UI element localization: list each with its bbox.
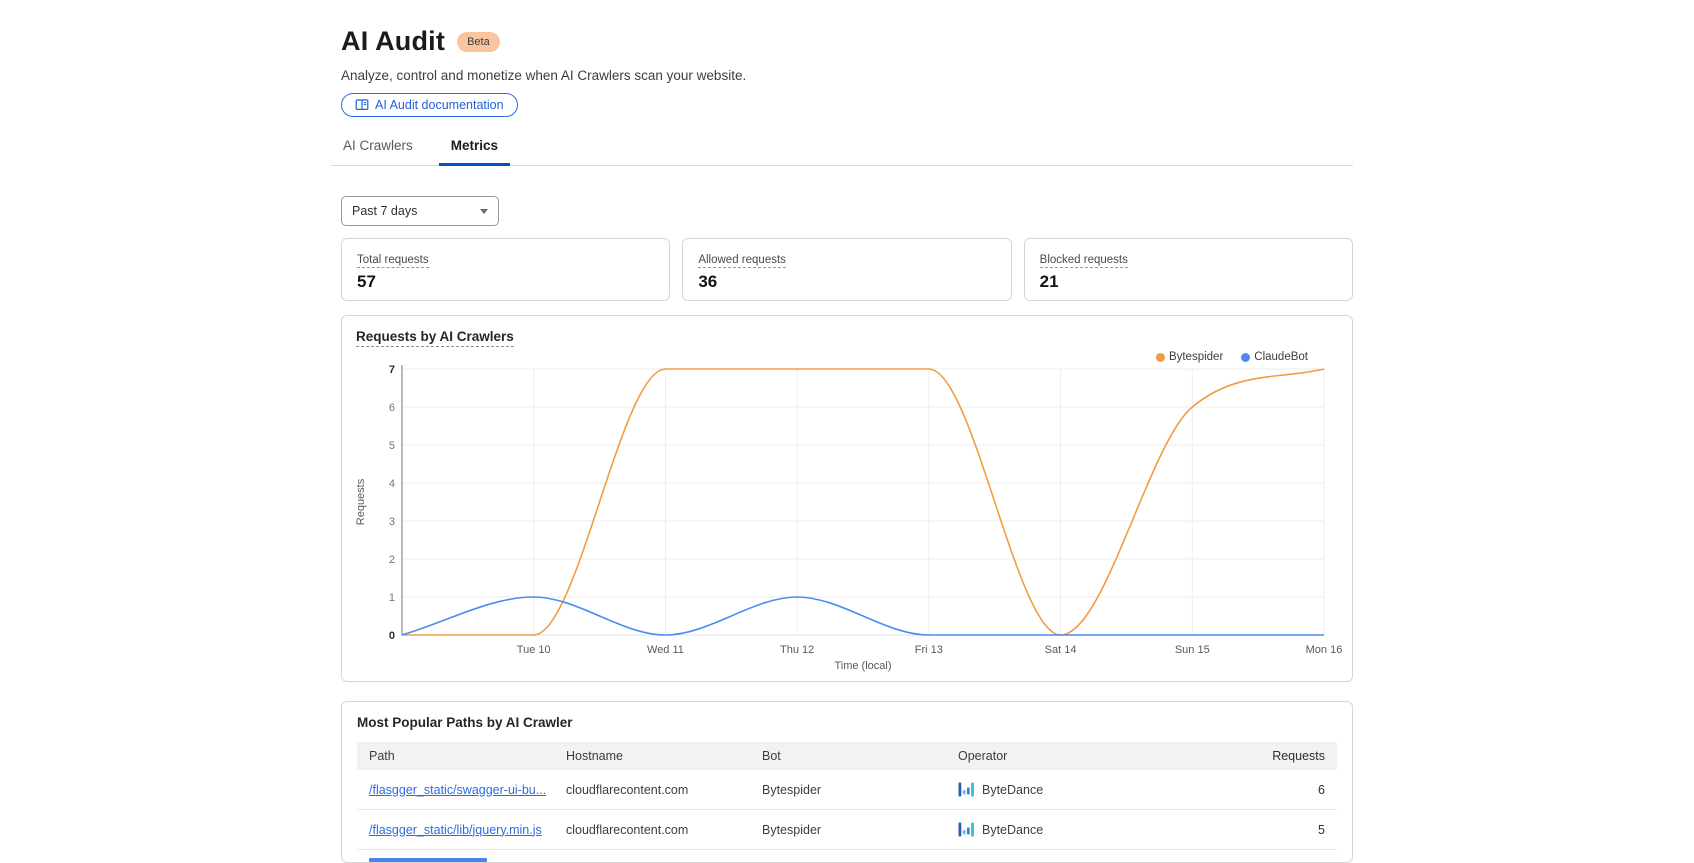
table-row: /flasgger_static/lib/jquery.min.js cloudf…	[357, 810, 1337, 850]
requests-chart-card: Requests by AI Crawlers Bytespider Claude…	[341, 315, 1353, 682]
stat-cards: Total requests 57 Allowed requests 36 Bl…	[341, 238, 1353, 301]
svg-text:Sat 14: Sat 14	[1045, 644, 1077, 656]
svg-text:6: 6	[389, 402, 395, 414]
series-line-bytespider	[402, 368, 1325, 636]
legend-label: ClaudeBot	[1254, 351, 1308, 363]
bytedance-logo-icon	[958, 822, 974, 837]
legend-label: Bytespider	[1168, 351, 1224, 363]
tab-ai-crawlers[interactable]: AI Crawlers	[343, 138, 413, 153]
series-line-claudebot	[401, 596, 1324, 636]
legend-dot-icon	[1241, 352, 1251, 362]
partial-row-link-fragment[interactable]	[369, 858, 487, 862]
svg-text:Fri 13: Fri 13	[915, 644, 943, 656]
ai-audit-documentation-button[interactable]: AI Audit documentation	[341, 93, 518, 117]
stat-value-allowed: 36	[698, 272, 718, 291]
popular-paths-card: Most Popular Paths by AI Crawler Path Ho…	[341, 701, 1353, 863]
col-header-path: Path	[369, 749, 395, 763]
stat-label-blocked: Blocked requests	[1039, 254, 1128, 268]
svg-text:Thu 12: Thu 12	[780, 644, 814, 656]
svg-text:0: 0	[389, 630, 395, 642]
table-body: /flasgger_static/swagger-ui-bu...cloudfl…	[357, 770, 1337, 862]
svg-text:1: 1	[389, 592, 395, 604]
stat-value-blocked: 21	[1039, 272, 1059, 291]
col-header-operator: Operator	[958, 749, 1008, 763]
hostname-cell: cloudflarecontent.com	[566, 782, 689, 797]
svg-text:Wed 11: Wed 11	[647, 644, 684, 656]
chart-legend: Bytespider ClaudeBot	[356, 349, 1308, 365]
svg-text:3: 3	[389, 516, 395, 528]
chart-title: Requests by AI Crawlers	[356, 329, 514, 347]
svg-text:Sun 15: Sun 15	[1175, 644, 1210, 656]
time-range-select[interactable]: Past 7 days	[341, 196, 499, 226]
stat-label-allowed: Allowed requests	[698, 254, 786, 268]
stat-card-total: Total requests 57	[341, 238, 671, 301]
col-header-requests: Requests	[1272, 749, 1325, 763]
operator-label: ByteDance	[982, 782, 1044, 797]
svg-text:Time (local): Time (local)	[834, 660, 891, 672]
tab-metrics[interactable]: Metrics	[438, 138, 511, 166]
table-header-row: Path Hostname Bot Operator Requests	[357, 742, 1337, 770]
requests-cell: 5	[1318, 822, 1325, 837]
operator-cell: ByteDance	[946, 782, 1247, 797]
operator-cell: ByteDance	[946, 822, 1247, 837]
stat-card-blocked: Blocked requests 21	[1023, 238, 1353, 301]
stat-label-total: Total requests	[357, 254, 429, 268]
path-link[interactable]: /flasgger_static/swagger-ui-bu...	[369, 782, 547, 797]
svg-text:7: 7	[389, 364, 395, 376]
legend-item-claudebot: ClaudeBot	[1241, 351, 1308, 363]
time-range-value: Past 7 days	[352, 204, 418, 218]
bot-cell: Bytespider	[762, 822, 822, 837]
bytedance-logo-icon	[958, 782, 974, 797]
bot-cell: Bytespider	[762, 782, 822, 797]
popular-paths-table: Path Hostname Bot Operator Requests /fla…	[357, 742, 1337, 862]
main-content: AI Audit Beta Analyze, control and monet…	[331, 0, 1353, 863]
doc-button-label: AI Audit documentation	[375, 98, 504, 112]
page-subtitle: Analyze, control and monetize when AI Cr…	[341, 68, 747, 83]
page-title: AI Audit	[341, 26, 446, 56]
stat-value-total: 57	[357, 272, 376, 291]
operator-label: ByteDance	[982, 822, 1044, 837]
beta-badge: Beta	[457, 31, 500, 52]
book-icon	[355, 98, 369, 112]
page-header: AI Audit Beta	[341, 26, 1353, 57]
table-title: Most Popular Paths by AI Crawler	[357, 715, 573, 730]
col-header-bot: Bot	[762, 749, 781, 763]
tab-bar: AI Crawlers Metrics	[331, 138, 1353, 166]
chevron-down-icon	[480, 208, 488, 214]
requests-chart-svg: 0 1 2 3 4 5 6 7 Tue 10 Wed 11 Thu 12 Fri 13 Sat 14 Su…	[355, 364, 1342, 672]
requests-chart[interactable]: 0 1 2 3 4 5 6 7 Tue 10 Wed 11 Thu 12 Fri 13 Sat 14 Su…	[355, 364, 1342, 675]
svg-text:Tue 10: Tue 10	[517, 644, 551, 656]
path-link[interactable]: /flasgger_static/lib/jquery.min.js	[369, 822, 542, 837]
svg-text:5: 5	[389, 440, 395, 452]
requests-cell: 6	[1318, 782, 1325, 797]
hostname-cell: cloudflarecontent.com	[566, 822, 689, 837]
col-header-hostname: Hostname	[566, 749, 623, 763]
legend-item-bytespider: Bytespider	[1155, 351, 1224, 363]
legend-dot-icon	[1155, 352, 1165, 362]
svg-text:Mon 16: Mon 16	[1306, 644, 1343, 656]
table-row: /flasgger_static/swagger-ui-bu... cloudfl…	[357, 770, 1337, 810]
svg-text:4: 4	[389, 478, 395, 490]
svg-text:Requests: Requests	[355, 478, 367, 525]
stat-card-allowed: Allowed requests 36	[682, 238, 1012, 301]
svg-text:2: 2	[389, 554, 395, 566]
